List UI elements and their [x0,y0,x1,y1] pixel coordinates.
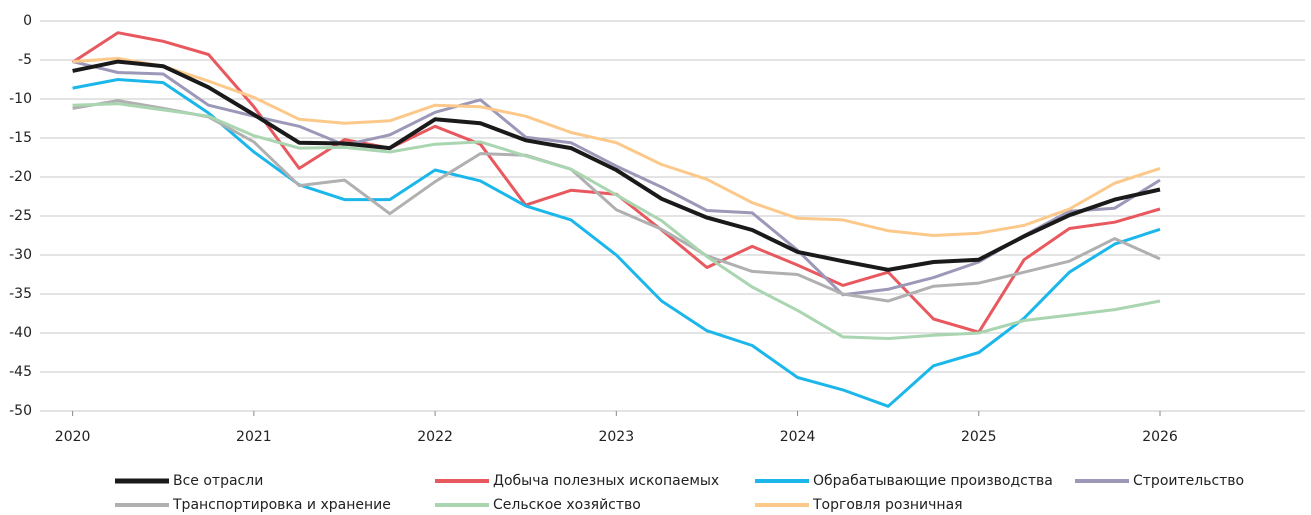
legend-label: Обрабатывающие производства [813,473,1053,489]
legend-label: Транспортировка и хранение [172,497,391,513]
y-tick-label: -50 [9,403,32,419]
x-tick-label: 2021 [236,429,272,445]
legend-label: Торговля розничная [812,497,963,513]
y-tick-label: -10 [9,91,32,107]
series-line [72,78,1161,408]
series-line [72,60,1161,297]
series-line [71,31,1161,334]
series-line [72,99,1161,303]
x-tick-label: 2025 [961,429,997,445]
y-tick-label: -25 [9,208,32,224]
y-tick-label: -40 [9,325,32,341]
y-tick-label: 0 [23,13,32,29]
x-tick-label: 2022 [417,429,453,445]
series-line [72,59,1161,272]
legend-label: Строительство [1133,473,1244,489]
legend-label: Добыча полезных ископаемых [493,473,719,489]
x-tick-label: 2024 [780,429,816,445]
y-tick-label: -35 [9,286,32,302]
y-tick-label: -45 [9,364,32,380]
series-line [72,102,1161,340]
y-tick-label: -30 [9,247,32,263]
x-tick-label: 2020 [55,429,91,445]
legend-label: Все отрасли [173,473,263,489]
y-tick-label: -20 [9,169,32,185]
legend-label: Сельское хозяйство [493,497,641,513]
y-tick-label: -15 [9,130,32,146]
x-tick-label: 2026 [1142,429,1178,445]
x-tick-label: 2023 [598,429,634,445]
series-line [72,56,1161,237]
y-tick-label: -5 [18,52,32,68]
